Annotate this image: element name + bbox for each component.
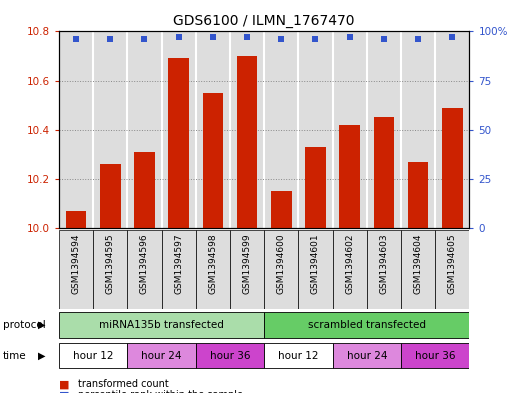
Text: ▶: ▶ [38,320,46,330]
Text: scrambled transfected: scrambled transfected [308,320,426,330]
Point [380,36,388,42]
Bar [100,164,121,228]
Bar [264,230,299,309]
Point [414,36,422,42]
Bar [299,230,332,309]
Text: GSM1394594: GSM1394594 [72,234,81,294]
Bar [230,31,264,228]
Text: GSM1394602: GSM1394602 [345,234,354,294]
Bar [162,31,196,228]
Text: ■: ■ [59,379,69,389]
Bar [401,230,435,309]
Bar [230,230,264,309]
Bar [332,31,367,228]
Bar [340,125,360,228]
Bar [93,31,127,228]
Text: time: time [3,351,26,361]
Bar [373,118,394,228]
Text: hour 12: hour 12 [73,351,113,361]
Text: GSM1394597: GSM1394597 [174,234,183,294]
Bar [332,343,401,368]
Text: ■: ■ [59,390,69,393]
Text: GSM1394603: GSM1394603 [380,234,388,294]
Bar [264,343,332,368]
Point [277,36,285,42]
Bar [367,31,401,228]
Bar [93,230,127,309]
Bar [299,31,332,228]
Bar [127,31,162,228]
Bar [59,312,264,338]
Text: hour 36: hour 36 [415,351,456,361]
Text: GSM1394595: GSM1394595 [106,234,115,294]
Text: hour 24: hour 24 [347,351,387,361]
Bar [264,312,469,338]
Bar [168,59,189,228]
Point [311,36,320,42]
Point [209,34,217,40]
Bar [59,31,93,228]
Bar [59,343,127,368]
Bar [305,147,326,228]
Bar [367,230,401,309]
Text: percentile rank within the sample: percentile rank within the sample [78,390,244,393]
Text: GSM1394598: GSM1394598 [208,234,218,294]
Text: miRNA135b transfected: miRNA135b transfected [99,320,224,330]
Text: hour 36: hour 36 [210,351,250,361]
Bar [196,343,264,368]
Bar [271,191,291,228]
Point [72,36,80,42]
Text: GSM1394604: GSM1394604 [413,234,423,294]
Bar [442,108,463,228]
Text: GSM1394599: GSM1394599 [243,234,251,294]
Bar [264,31,299,228]
Bar [408,162,428,228]
Text: transformed count: transformed count [78,379,169,389]
Bar [401,31,435,228]
Text: ▶: ▶ [38,351,46,361]
Point [346,34,354,40]
Bar [162,230,196,309]
Title: GDS6100 / ILMN_1767470: GDS6100 / ILMN_1767470 [173,14,355,28]
Text: hour 24: hour 24 [142,351,182,361]
Bar [196,31,230,228]
Bar [332,230,367,309]
Point [141,36,149,42]
Point [174,34,183,40]
Text: GSM1394600: GSM1394600 [277,234,286,294]
Text: GSM1394605: GSM1394605 [448,234,457,294]
Point [243,34,251,40]
Text: GSM1394601: GSM1394601 [311,234,320,294]
Bar [127,230,162,309]
Text: GSM1394596: GSM1394596 [140,234,149,294]
Bar [59,230,93,309]
Bar [134,152,155,228]
Bar [66,211,86,228]
Text: protocol: protocol [3,320,45,330]
Bar [203,93,223,228]
Bar [435,230,469,309]
Bar [196,230,230,309]
Point [448,34,457,40]
Bar [401,343,469,368]
Bar [127,343,196,368]
Bar [435,31,469,228]
Point [106,36,114,42]
Text: hour 12: hour 12 [278,351,319,361]
Bar [237,56,258,228]
